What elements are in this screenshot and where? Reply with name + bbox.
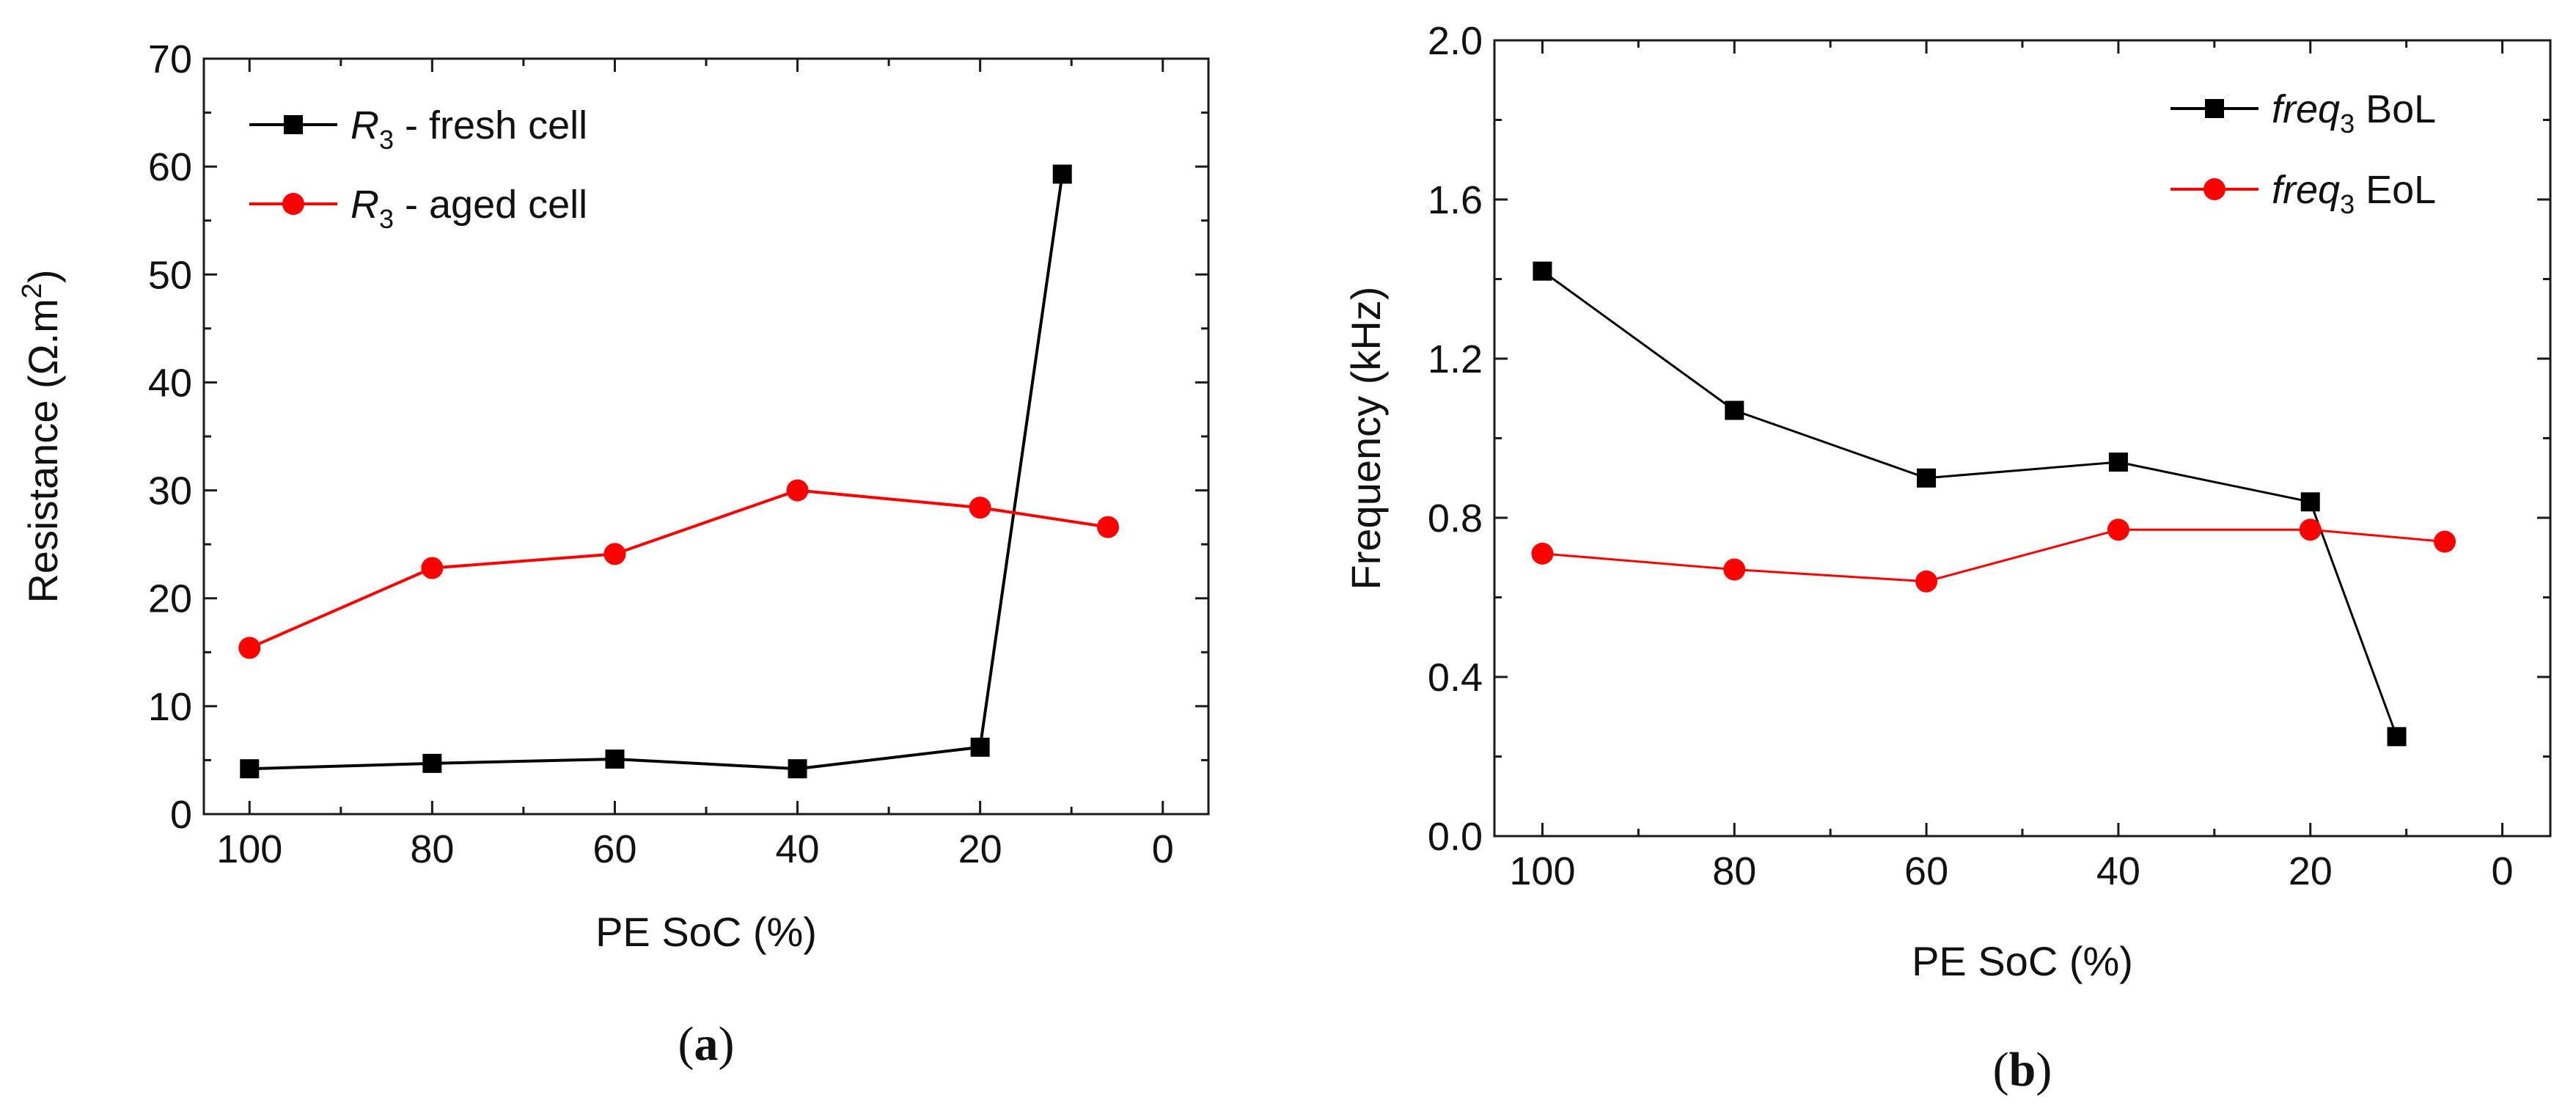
x-tick-label: 40 xyxy=(2096,849,2140,893)
data-point-square xyxy=(422,753,442,773)
series-0 xyxy=(240,164,1072,779)
series-line xyxy=(249,174,1064,771)
y-tick-label: 10 xyxy=(148,685,192,729)
series-1 xyxy=(238,479,1119,659)
series-1 xyxy=(1531,519,2456,593)
data-point-circle xyxy=(1915,570,1938,593)
y-tick-label: 40 xyxy=(148,361,192,405)
y-axis-title-superscript: 2 xyxy=(17,283,48,299)
y-axis-title: Frequency (kHz) xyxy=(1343,287,1389,590)
data-point-circle xyxy=(238,637,261,659)
x-tick-label: 100 xyxy=(1509,849,1575,893)
data-point-square xyxy=(1052,164,1072,184)
legend-subscript: 3 xyxy=(379,204,394,234)
legend-marker-square xyxy=(2205,99,2224,118)
legend-subscript: 3 xyxy=(2340,189,2355,219)
panel-label: (a) xyxy=(678,1017,735,1071)
x-tick-label: 80 xyxy=(1712,849,1756,893)
data-point-circle xyxy=(2434,530,2456,553)
x-tick-label: 80 xyxy=(410,827,454,871)
x-tick-label: 40 xyxy=(776,827,820,871)
series-line xyxy=(1541,270,2398,737)
y-tick-label: 0.8 xyxy=(1428,497,1483,541)
data-point-square xyxy=(2300,492,2320,512)
legend-rest: EoL xyxy=(2355,168,2436,212)
series-0 xyxy=(1533,261,2407,747)
data-point-circle xyxy=(969,497,991,519)
x-tick-label: 20 xyxy=(2289,849,2333,893)
y-tick-label: 0.0 xyxy=(1428,815,1483,859)
legend-symbol: R xyxy=(351,103,379,147)
panel-label: (b) xyxy=(1993,1043,2052,1096)
x-tick-label: 0 xyxy=(1152,827,1174,871)
legend-label: R3 - aged cell xyxy=(351,183,587,234)
y-axis-title-main: Resistance (Ω.m xyxy=(20,299,66,603)
data-point-circle xyxy=(1097,516,1119,538)
legend-symbol: R xyxy=(351,183,379,227)
data-point-circle xyxy=(421,557,444,579)
y-tick-label: 60 xyxy=(148,145,192,189)
legend-marker-circle xyxy=(2203,178,2225,200)
data-point-square xyxy=(1917,468,1937,488)
legend-rest: - aged cell xyxy=(394,183,587,227)
y-tick-label: 20 xyxy=(148,577,192,621)
legend-label: freq3 EoL xyxy=(2272,168,2436,219)
legend-label: R3 - fresh cell xyxy=(351,103,587,155)
data-point-square xyxy=(1533,261,1552,281)
series-line xyxy=(1542,528,2445,583)
data-point-square xyxy=(1725,400,1744,420)
panel-label-open: ( xyxy=(1993,1043,2009,1096)
y-tick-label: 2.0 xyxy=(1428,19,1483,63)
data-point-circle xyxy=(786,479,809,502)
panel-label-letter: b xyxy=(2009,1043,2036,1096)
legend-rest: BoL xyxy=(2355,87,2436,131)
legend-marker-square xyxy=(284,115,303,134)
y-tick-label: 1.2 xyxy=(1428,337,1483,381)
panel-label-open: ( xyxy=(678,1017,694,1071)
x-axis-title: PE SoC (%) xyxy=(595,909,817,955)
x-tick-label: 100 xyxy=(216,827,282,871)
data-point-square xyxy=(788,759,807,779)
data-point-square xyxy=(605,749,625,769)
y-tick-label: 70 xyxy=(148,37,192,81)
series-line xyxy=(249,488,1109,650)
data-point-square xyxy=(2387,727,2407,747)
data-point-circle xyxy=(1723,558,1746,581)
chart-panel-a: 100 80 60 40 20 0 0 10 20 30 40 50 60 70 PE SoC (%) Res… xyxy=(17,37,1210,1071)
y-tick-label: 0.4 xyxy=(1428,656,1483,700)
legend-subscript: 3 xyxy=(2340,109,2355,139)
data-point-circle xyxy=(1531,542,1554,565)
legend-symbol: freq xyxy=(2272,168,2340,212)
legend-symbol: freq xyxy=(2272,87,2340,131)
data-point-circle xyxy=(2299,519,2322,541)
x-tick-label: 60 xyxy=(592,827,636,871)
data-point-square xyxy=(2108,453,2128,472)
panel-label-close: ) xyxy=(2036,1043,2052,1096)
data-point-circle xyxy=(2107,519,2129,541)
y-tick-label: 50 xyxy=(148,253,192,297)
y-tick-label: 1.6 xyxy=(1428,178,1483,222)
y-tick-label: 0 xyxy=(170,793,192,837)
x-tick-label: 20 xyxy=(958,827,1002,871)
panel-label-close: ) xyxy=(719,1017,735,1071)
x-axis-title: PE SoC (%) xyxy=(1912,938,2133,984)
data-point-square xyxy=(240,759,260,779)
legend-marker-circle xyxy=(282,193,304,215)
plot-frame xyxy=(1493,39,2552,838)
x-tick-label: 0 xyxy=(2492,849,2514,893)
y-axis-title-end: ) xyxy=(20,269,66,283)
y-tick-label: 30 xyxy=(148,469,192,513)
data-point-square xyxy=(970,737,990,757)
data-point-circle xyxy=(603,543,626,565)
legend-label: freq3 BoL xyxy=(2272,87,2436,139)
legend-rest: - fresh cell xyxy=(394,103,587,147)
chart-panel-b: 100 80 60 40 20 0 0.0 0.4 0.8 1.2 1.6 2.0 PE SoC (%)… xyxy=(1343,19,2552,1096)
panel-label-letter: a xyxy=(694,1017,719,1071)
y-axis-title: Resistance (Ω.m2) xyxy=(17,269,66,603)
x-tick-label: 60 xyxy=(1904,849,1948,893)
legend-subscript: 3 xyxy=(379,125,394,155)
